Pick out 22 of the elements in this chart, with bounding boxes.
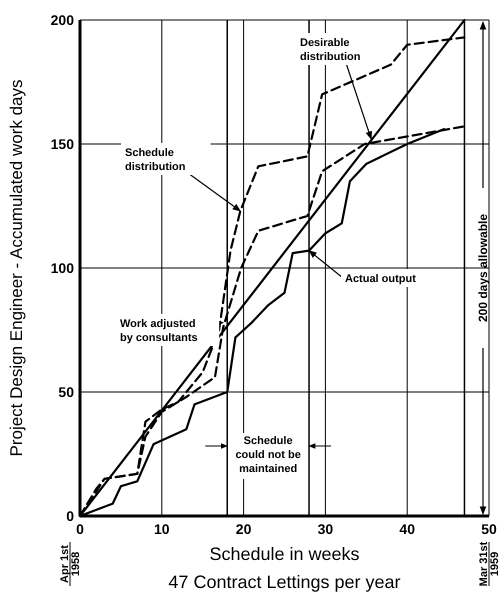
annotation: Schedule could not be maintained (235, 435, 301, 475)
x-tick-label: 20 (236, 521, 252, 537)
text: Apr 1st 1958 (59, 544, 82, 583)
x-tick-label: 10 (154, 521, 170, 537)
x-tick-label: 40 (399, 521, 416, 537)
y-tick-label: 100 (50, 260, 74, 276)
y-tick-label: 0 (66, 508, 74, 524)
y-tick-label: 150 (50, 136, 74, 152)
y-axis-title: Project Design Engineer - Accumulated work days (7, 79, 26, 457)
x-axis-title: Schedule in weeks (209, 544, 360, 564)
annotation: Actual output (345, 273, 416, 285)
annotation: 200 days allowable (476, 214, 490, 322)
x-tick-label: 0 (76, 521, 84, 537)
text: Mar 31st 1959 (478, 541, 501, 586)
x-tick-label: 30 (318, 521, 334, 537)
x-tick-label: 50 (481, 521, 497, 537)
text: 47 Contract Lettings per year (168, 572, 401, 592)
y-tick-label: 50 (58, 384, 74, 400)
annotation: Work adjusted by consultants (120, 318, 198, 344)
annotation: Schedule distribution (125, 147, 186, 173)
annotation: Desirable distribution (300, 37, 361, 63)
y-tick-label: 200 (50, 12, 74, 28)
